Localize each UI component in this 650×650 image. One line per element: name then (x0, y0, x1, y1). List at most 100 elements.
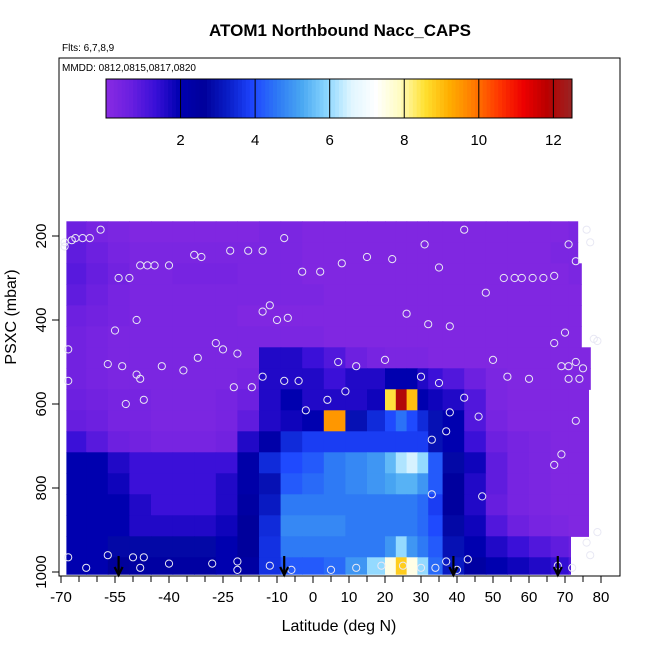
heatmap-cell (215, 221, 238, 243)
heatmap-cell (66, 221, 87, 243)
heatmap-cell (464, 389, 487, 411)
colorbar-swatch (544, 79, 550, 118)
sample-point (211, 339, 220, 348)
sample-point (550, 339, 559, 348)
colorbar-swatch (443, 79, 449, 118)
heatmap-cell (417, 431, 429, 453)
heatmap-cell (395, 410, 408, 432)
heatmap-cell (385, 305, 397, 327)
sample-point (380, 355, 390, 364)
x-tick-label: 0 (309, 589, 317, 606)
heatmap-cell (395, 284, 408, 306)
heatmap-cell (107, 536, 130, 558)
sample-point (132, 370, 141, 379)
x-tick-label: -40 (158, 589, 180, 606)
heatmap-cell (215, 263, 238, 285)
heatmap-cell (507, 473, 530, 495)
colorbar-swatch (117, 79, 122, 118)
heatmap-cell (323, 284, 346, 306)
heatmap-cell (172, 389, 195, 411)
colorbar-swatch (517, 79, 522, 118)
x-tick-label: 30 (413, 589, 430, 606)
heatmap-cell (66, 494, 87, 516)
heatmap-cell (66, 515, 87, 537)
heatmap-cell (464, 515, 487, 537)
sample-point (103, 551, 112, 560)
heatmap-cell (406, 452, 418, 474)
heatmap-cell (129, 410, 152, 432)
heatmap-cell (151, 221, 174, 243)
heatmap-cell (194, 536, 217, 558)
heatmap-cell (406, 389, 418, 411)
heatmap-cell (395, 368, 408, 390)
heatmap-cell (529, 284, 552, 306)
colorbar-swatch (529, 79, 534, 118)
heatmap-cell (151, 389, 174, 411)
colorbar-swatch (261, 79, 266, 118)
colorbar-swatch (447, 79, 453, 118)
heatmap-cell (395, 473, 408, 495)
sample-point (244, 246, 253, 255)
heatmap-cell (215, 473, 238, 495)
heatmap-cell (464, 410, 487, 432)
heatmap-cell (237, 515, 260, 537)
heatmap-cell (550, 221, 570, 243)
heatmap-cell (107, 494, 130, 516)
heatmap-cell (302, 494, 325, 516)
heatmap-cell (507, 536, 530, 558)
heatmap-cell (507, 515, 530, 537)
sample-point (445, 322, 454, 331)
heatmap-cell (568, 284, 582, 306)
heatmap-cell (172, 473, 195, 495)
heatmap-cell (395, 305, 408, 327)
sample-point (557, 362, 566, 371)
heatmap-cell (280, 263, 303, 285)
colorbar-swatch (311, 79, 317, 118)
heatmap-cell (172, 347, 195, 369)
heatmap-cell (395, 326, 408, 348)
heatmap-cell (464, 284, 487, 306)
sample-point (571, 416, 580, 425)
sample-point (103, 360, 112, 369)
heatmap-cell (172, 452, 195, 474)
heatmap-cell (172, 242, 195, 264)
heatmap-cell (417, 557, 429, 575)
colorbar-swatch (560, 79, 565, 118)
colorbar-swatch (455, 79, 460, 118)
heatmap-cell (568, 326, 582, 348)
heatmap-cell (237, 326, 260, 348)
heatmap-cell (323, 221, 346, 243)
sample-point (564, 374, 573, 383)
heatmap-cell (464, 473, 487, 495)
heatmap-cell (442, 452, 465, 474)
colorbar-swatch (331, 79, 336, 118)
heatmap-cell (428, 557, 444, 575)
colorbar-swatch (509, 79, 515, 118)
heatmap-cell (550, 536, 570, 558)
x-axis-label: Latitude (deg N) (282, 618, 397, 635)
colorbar-swatch (521, 79, 526, 118)
sample-points (60, 225, 602, 575)
heatmap-cell (367, 347, 386, 369)
heatmap-cell (568, 221, 579, 243)
heatmap-cell (259, 473, 282, 495)
sample-point (114, 273, 123, 283)
sample-point (442, 557, 451, 566)
colorbar-swatch (265, 79, 270, 118)
heatmap-cell (323, 326, 346, 348)
heatmap-cell (417, 242, 429, 264)
heatmap-cell (323, 389, 346, 411)
heatmap-cell (237, 242, 260, 264)
heatmap-cell (367, 410, 386, 432)
heatmap-cell (367, 284, 386, 306)
heatmap-cell (406, 326, 418, 348)
heatmap-cell (367, 389, 386, 411)
heatmap-cell (464, 263, 487, 285)
colorbar-swatch (385, 79, 390, 118)
colorbar-swatch (292, 79, 297, 118)
heatmap-cell (417, 326, 429, 348)
heatmap-cell (385, 389, 397, 411)
heatmap-cell (406, 473, 418, 495)
heatmap-cell (345, 515, 368, 537)
heatmap-cell (259, 221, 282, 243)
